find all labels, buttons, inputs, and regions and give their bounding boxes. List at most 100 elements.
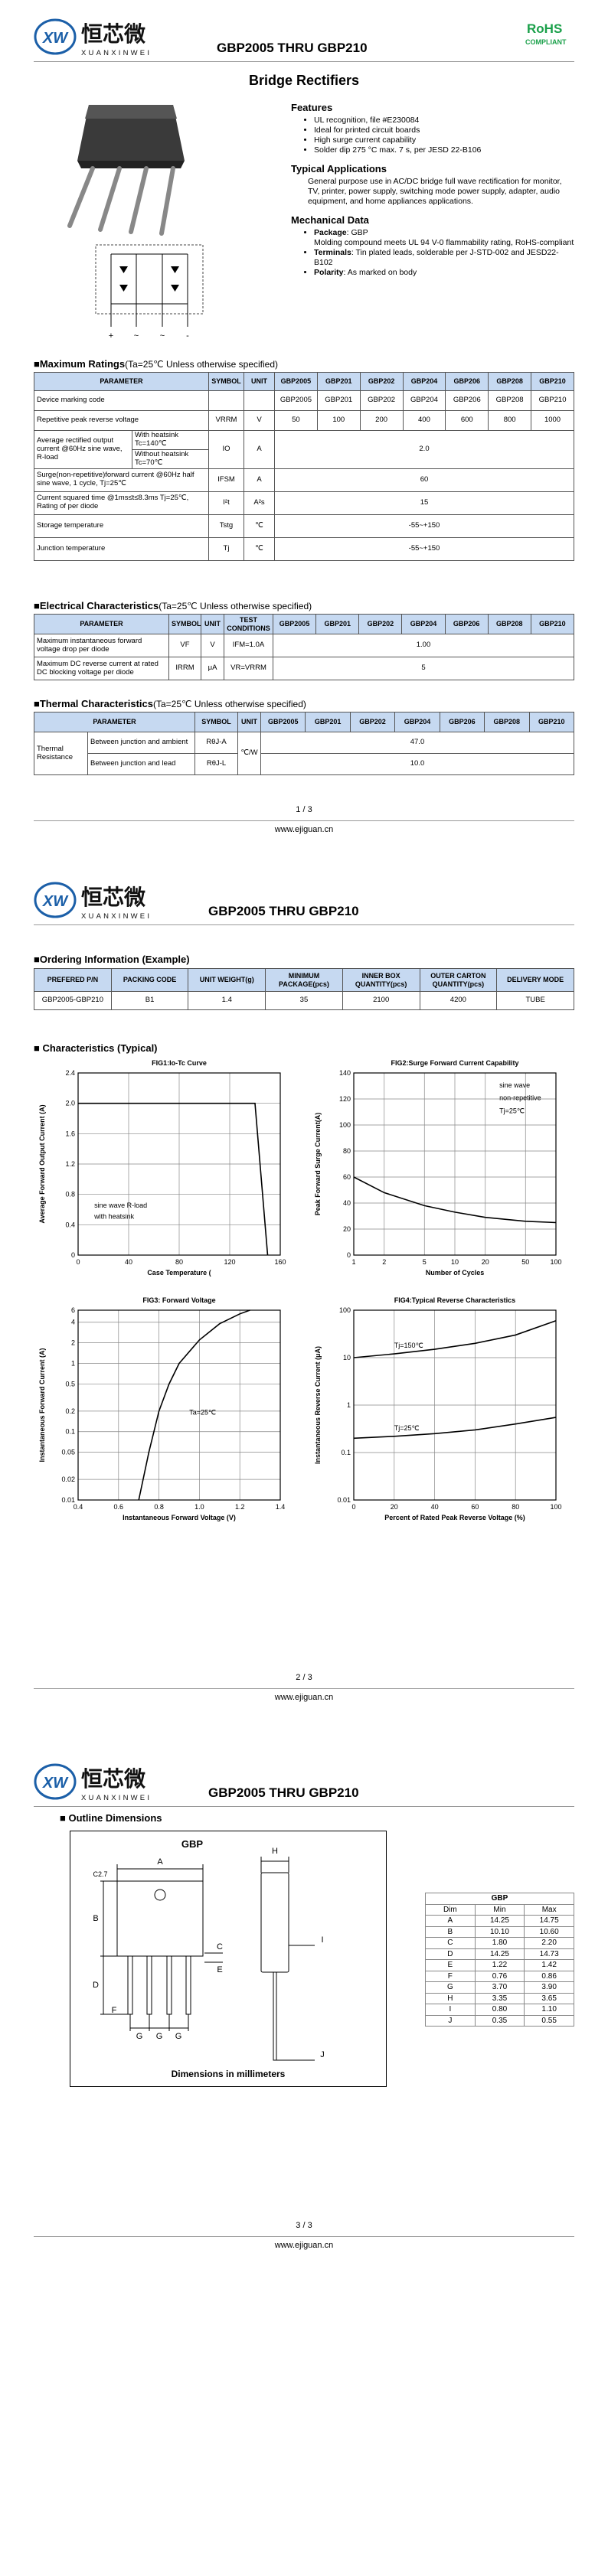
table-cell: A²s <box>244 491 275 515</box>
table-cell: 400 <box>402 410 446 431</box>
header-cell: GBP <box>425 1893 574 1905</box>
table-cell: G <box>425 1981 476 1994</box>
model-header: GBP2005 <box>272 614 317 634</box>
table-cell: VRRM <box>208 410 244 431</box>
y-tick-label: 0 <box>71 1251 75 1259</box>
y-tick-label: 60 <box>343 1173 351 1181</box>
applications-heading: Typical Applications <box>291 163 387 174</box>
y-tick-label: 0.5 <box>65 1380 75 1387</box>
logo: XW 恒芯微 XUANXINWEI <box>34 1763 152 1802</box>
table-cell: ℃ <box>244 514 275 538</box>
x-tick-label: 2 <box>382 1258 386 1266</box>
element: ■Maximum Ratings <box>34 358 126 370</box>
table-cell: 50 <box>274 410 318 431</box>
model-header: GBP208 <box>488 372 532 391</box>
element: ■Thermal Characteristics <box>34 698 153 709</box>
table-row: Average rectified output current @60Hz s… <box>34 430 574 469</box>
logo-cn: 恒芯微 <box>81 885 145 909</box>
model-header: GBP2005 <box>274 372 318 391</box>
logo-cn: 恒芯微 <box>81 1767 145 1791</box>
section-heading: ■ Outline Dimensions <box>60 1812 162 1824</box>
table-row: PARAMETER SYMBOL UNIT GBP2005 GBP201 GBP202 GB… <box>34 372 574 391</box>
header-cell: PARAMETER <box>34 712 195 732</box>
chart-title: FIG1:Io-Tc Curve <box>152 1059 207 1067</box>
y-tick-label: 0 <box>347 1251 351 1259</box>
mechanical-item: Polarity: As marked on body <box>314 268 574 278</box>
dimension-label: F <box>112 2006 117 2015</box>
model-header: GBP206 <box>444 614 489 634</box>
table-cell: Storage temperature <box>34 514 209 538</box>
model-header: GBP208 <box>484 712 530 732</box>
table-cell: E <box>425 1959 476 1971</box>
table-row: C 1.80 2.20 <box>425 1937 574 1949</box>
x-tick-label: 1.0 <box>194 1503 204 1511</box>
table-cell: GBP2005-GBP210 <box>34 991 112 1010</box>
table-cell: GBP206 <box>445 390 489 411</box>
model-header: GBP210 <box>531 372 574 391</box>
x-tick-label: 1.2 <box>235 1503 245 1511</box>
dimension-label: H <box>272 1847 278 1856</box>
table-cell: 0.76 <box>474 1970 525 1982</box>
element <box>129 166 149 234</box>
page-number: 1 / 3 <box>296 805 312 814</box>
x-tick-label: 1 <box>351 1258 355 1266</box>
feature: High surge current capability <box>314 135 574 145</box>
element: Molding compound meets UL 94 V-0 flammab… <box>314 238 574 247</box>
table-cell: Device marking code <box>34 390 209 411</box>
x-tick-label: 0 <box>351 1503 355 1511</box>
dimension-label: C <box>217 1942 223 1952</box>
element: PREFERED P/N PACKING CODE UNIT WEIGHT(g) MI… <box>34 968 574 1010</box>
section-heading: ■ Characteristics (Typical) <box>34 1042 158 1054</box>
logo-en: XUANXINWEI <box>81 1794 152 1802</box>
element <box>67 166 95 228</box>
footer-rule <box>34 2236 574 2237</box>
dimension-label: G <box>156 2032 163 2041</box>
package-name: GBP <box>181 1838 204 1850</box>
element <box>95 244 204 315</box>
header-rule <box>34 1806 574 1807</box>
x-tick-label: 20 <box>391 1503 398 1511</box>
feature: Solder dip 275 °C max. 7 s, per JESD 22-… <box>314 145 574 155</box>
header-cell: UNIT <box>201 614 224 634</box>
terminal-label: + <box>109 331 113 341</box>
table-row: PARAMETER SYMBOL UNIT GBP2005 GBP201 GBP202 GB… <box>34 712 575 732</box>
table-row: E 1.22 1.42 <box>425 1959 574 1971</box>
y-tick-label: 0.01 <box>337 1496 351 1504</box>
table-cell: VF <box>168 634 201 657</box>
footer-url: www.ejiguan.cn <box>274 1693 334 1702</box>
footer-rule <box>34 820 574 821</box>
dimension-label: C2.7 <box>93 1870 107 1878</box>
table-row: Dim Min Max <box>425 1903 574 1916</box>
table-cell: Maximum DC reverse current at rated DC b… <box>34 657 169 680</box>
curve <box>138 1309 250 1501</box>
series-label: Tj=25℃ <box>394 1424 420 1432</box>
product-photo <box>67 105 185 236</box>
x-tick-label: 5 <box>423 1258 427 1266</box>
mechanical-list: Package: GBP Molding compound meets UL 9… <box>291 228 574 278</box>
model-header: GBP201 <box>316 372 361 391</box>
y-tick-label: 6 <box>71 1306 75 1314</box>
curve <box>78 1102 269 1256</box>
table-cell: TUBE <box>496 991 574 1010</box>
logo-mark-shape <box>34 18 77 55</box>
chart: FIG2:Surge Forward Current Capability Num… <box>314 1059 562 1277</box>
applications-text: General purpose use in AC/DC bridge full… <box>308 177 562 206</box>
electrical-table: PARAMETER SYMBOL UNIT TEST CONDITIONS GBP200… <box>34 614 575 680</box>
annotation: Tj=25℃ <box>499 1107 525 1114</box>
section-heading: ■Electrical Characteristics(Ta=25℃ Unles… <box>34 600 312 611</box>
table-cell: D <box>425 1948 476 1960</box>
logo-mark: XW <box>42 1775 69 1792</box>
y-tick-label: 4 <box>71 1319 75 1326</box>
table-cell <box>208 390 244 411</box>
model-header: GBP204 <box>402 372 446 391</box>
table-cell: RθJ-A <box>194 732 238 754</box>
table-cell: 0.55 <box>524 2014 574 2027</box>
model-header: GBP204 <box>394 712 440 732</box>
y-tick-label: 0.01 <box>61 1496 75 1504</box>
element <box>273 1971 277 2061</box>
table-cell: B <box>425 1925 476 1938</box>
x-tick-label: 40 <box>125 1258 132 1266</box>
element <box>67 166 175 236</box>
table-cell: Tstg <box>208 514 244 538</box>
table-cell: 4200 <box>419 991 498 1010</box>
